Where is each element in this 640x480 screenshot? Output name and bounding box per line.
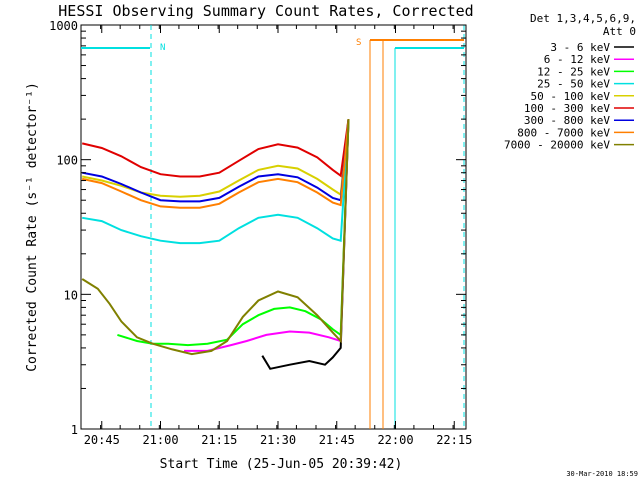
series-line-8 (81, 119, 350, 356)
legend-label-4: 50 - 100 keV (531, 90, 611, 103)
legend-label-0: 3 - 6 keV (550, 41, 610, 54)
y-axis-label: Corrected Count Rate (s⁻¹ detector⁻¹) (25, 82, 40, 372)
legend-label-1: 6 - 12 keV (544, 53, 611, 66)
legend-header-line-1: Det 1,3,4,5,6,9, (530, 12, 636, 25)
series-line-2 (117, 119, 350, 347)
x-tick-label-2: 21:15 (201, 433, 237, 447)
legend-label-2: 12 - 25 keV (537, 65, 610, 78)
y-tick-label-3: 1000 (49, 19, 78, 33)
footer-date: 30-Mar-2010 18:59 (566, 470, 638, 478)
series-line-1 (184, 119, 350, 352)
x-axis-label: Start Time (25-Jun-05 20:39:42) (160, 457, 403, 472)
y-tick-label-0: 1 (71, 423, 78, 437)
x-tick-label-0: 20:45 (84, 433, 120, 447)
series-line-7 (81, 119, 350, 209)
series-line-3 (82, 119, 350, 245)
x-tick-label-4: 21:45 (319, 433, 355, 447)
series-line-5 (81, 118, 350, 178)
y-tick-label-1: 10 (64, 288, 78, 302)
legend-label-6: 300 - 800 keV (524, 114, 610, 127)
axes: 20:45 21:00 21:15 21:30 21:45 22:00 22:15 1 10 10… (49, 19, 472, 447)
chart-title: HESSI Observing Summary Count Rates, Cor… (58, 2, 473, 20)
legend-header-line-2: Att 0 (603, 25, 636, 38)
legend-label-8: 7000 - 20000 keV (504, 139, 610, 152)
legend-label-7: 800 - 7000 keV (517, 126, 610, 139)
x-tick-label-6: 22:15 (436, 433, 472, 447)
annotation-n: N (160, 43, 165, 53)
x-tick-label-1: 21:00 (142, 433, 178, 447)
annotation-s: S (356, 38, 361, 48)
legend-label-3: 25 - 50 keV (537, 78, 610, 91)
y-tick-label-2: 100 (56, 154, 78, 168)
x-tick-label-3: 21:30 (260, 433, 296, 447)
plot-frame (80, 24, 467, 430)
series-line-6 (82, 119, 350, 203)
series-line-0 (261, 119, 350, 370)
legend-label-5: 100 - 300 keV (524, 102, 610, 115)
series-lines (81, 118, 350, 370)
x-tick-label-5: 22:00 (377, 433, 413, 447)
